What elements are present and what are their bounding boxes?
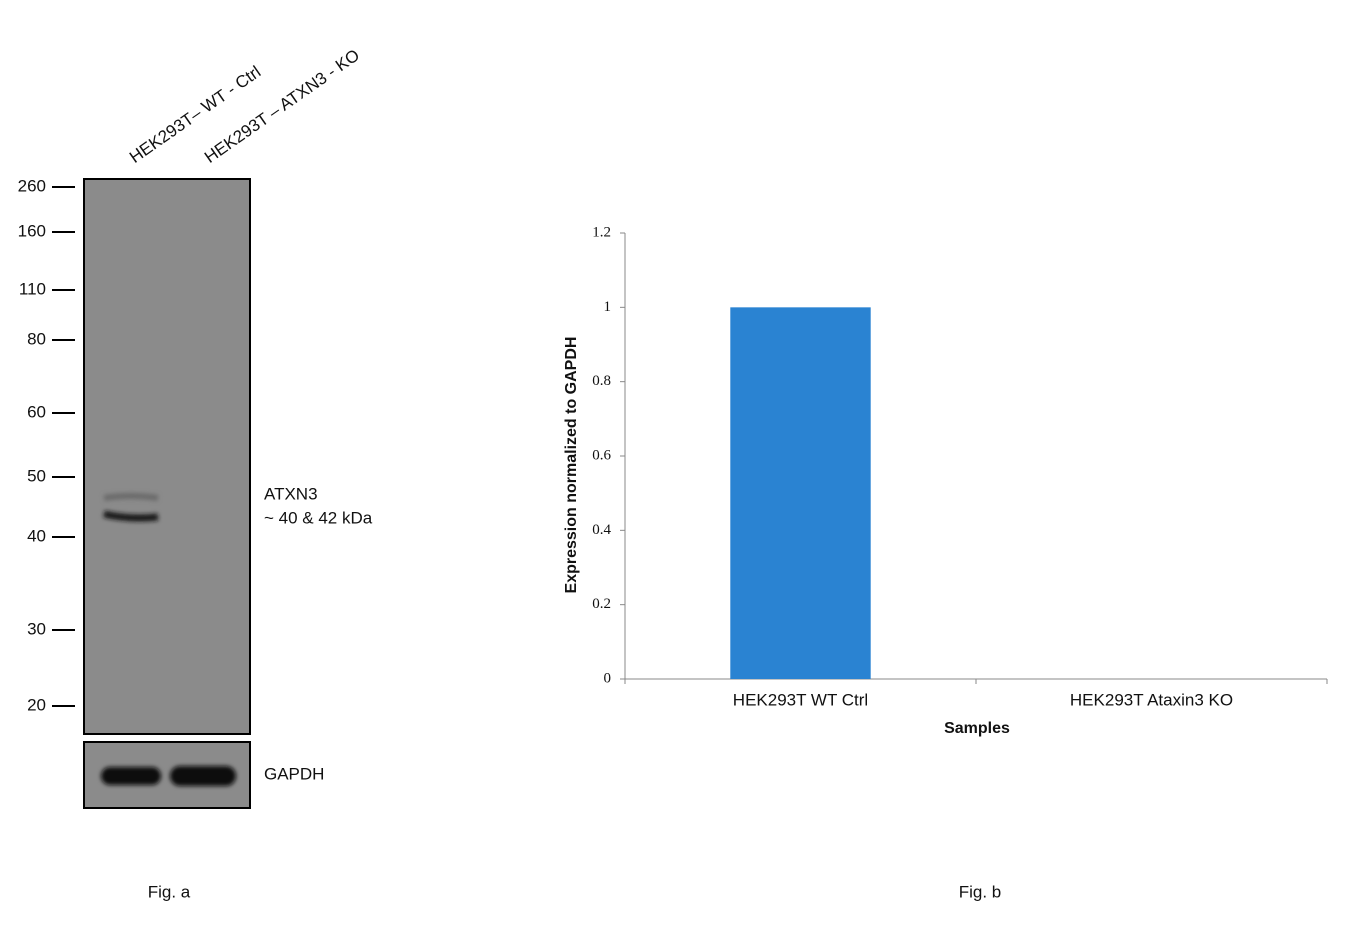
lane-label: HEK293T – ATXN3 - KO [201, 46, 363, 167]
marker-label: 40 [27, 526, 46, 545]
blot-membrane [83, 178, 251, 735]
band-label: ~ 40 & 42 kDa [264, 508, 373, 527]
y-tick-label: 0.4 [592, 522, 611, 538]
lane-label: HEK293T– WT - Ctrl [126, 62, 264, 167]
band-label: ATXN3 [264, 484, 318, 503]
marker-label: 110 [19, 279, 46, 298]
y-tick-label: 1 [604, 299, 612, 315]
y-tick-label: 0.8 [592, 373, 611, 389]
loading-control-label: GAPDH [264, 764, 324, 783]
band-gapdh-2 [170, 766, 236, 786]
marker-label: 80 [27, 329, 46, 348]
y-tick-label: 0.6 [592, 447, 611, 463]
marker-ladder: 260 160 110 80 60 50 40 30 20 [18, 176, 75, 714]
marker-label: 260 [18, 176, 46, 195]
caption: Fig. a [148, 882, 191, 901]
marker-label: 30 [27, 619, 46, 638]
x-axis-label: Samples [944, 720, 1010, 737]
y-tick-label: 0.2 [592, 596, 611, 612]
y-axis-label: Expression normalized to GAPDH [563, 337, 580, 594]
x-tick-label: HEK293T Ataxin3 KO [1070, 690, 1233, 709]
band-atxn3 [103, 510, 159, 522]
marker-label: 50 [27, 466, 46, 485]
bar [730, 307, 871, 679]
marker-label: 20 [27, 695, 46, 714]
x-tick-label: HEK293T WT Ctrl [733, 690, 868, 709]
band-upper [103, 493, 159, 501]
y-tick-label: 1.2 [592, 224, 611, 240]
y-tick-label: 0 [604, 670, 612, 686]
caption: Fig. b [959, 882, 1002, 901]
marker-label: 60 [27, 402, 46, 421]
bar-chart: Expression normalized to GAPDH Samples F… [563, 224, 1328, 901]
marker-label: 160 [18, 221, 46, 240]
band-gapdh-1 [101, 767, 161, 785]
bands [101, 493, 236, 786]
